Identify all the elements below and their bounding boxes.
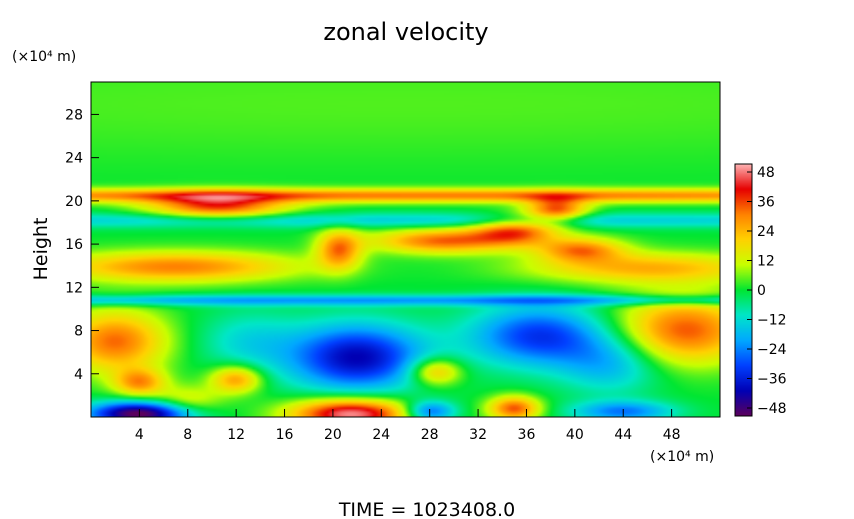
x-tick-label: 16 — [276, 427, 294, 443]
x-unit-label: (×10⁴ m) — [650, 449, 714, 465]
y-tick-label: 8 — [74, 324, 83, 340]
colorbar-tick-label: −36 — [757, 372, 787, 388]
x-tick-label: 4 — [135, 427, 144, 443]
x-tick-label: 44 — [614, 427, 632, 443]
time-label: TIME = 1023408.0 — [338, 499, 515, 519]
x-tick-label: 28 — [421, 427, 439, 443]
colorbar-tick-label: 12 — [757, 254, 775, 270]
colorbar-tick-label: 36 — [757, 195, 775, 211]
colorbar-tick-label: −48 — [757, 401, 787, 417]
y-axis: 4 8 12 16 20 24 28 — [65, 107, 99, 383]
heatmap-field — [91, 82, 720, 417]
y-tick-label: 24 — [65, 151, 83, 167]
x-tick-label: 32 — [469, 427, 487, 443]
y-tick-label: 4 — [74, 367, 83, 383]
colorbar-ticks: 48 36 24 12 0 −12 −24 −36 −48 — [747, 165, 787, 417]
colorbar-gradient — [735, 164, 752, 416]
x-tick-label: 20 — [324, 427, 342, 443]
y-tick-label: 16 — [65, 237, 83, 253]
x-tick-label: 24 — [372, 427, 390, 443]
colorbar: 48 36 24 12 0 −12 −24 −36 −48 — [734, 163, 787, 417]
x-tick-label: 40 — [566, 427, 584, 443]
plot-frame — [90, 81, 721, 418]
y-tick-label: 12 — [65, 280, 83, 296]
x-tick-label: 12 — [227, 427, 245, 443]
y-unit-label: (×10⁴ m) — [12, 49, 76, 65]
colorbar-tick-label: 48 — [757, 165, 775, 181]
x-tick-label: 48 — [663, 427, 681, 443]
heatmap-plot-area — [90, 81, 721, 418]
x-tick-label: 8 — [183, 427, 192, 443]
colorbar-tick-label: −12 — [757, 313, 787, 329]
colorbar-tick-label: −24 — [757, 342, 787, 358]
x-tick-label: 36 — [518, 427, 536, 443]
y-axis-label: Height — [30, 218, 52, 281]
colorbar-tick-label: 0 — [757, 283, 766, 299]
chart-title: zonal velocity — [323, 18, 488, 46]
y-tick-label: 20 — [65, 194, 83, 210]
x-axis: 4 8 12 16 20 24 28 32 36 40 44 48 — [135, 409, 681, 443]
colorbar-tick-label: 24 — [757, 224, 775, 240]
y-tick-label: 28 — [65, 107, 83, 123]
